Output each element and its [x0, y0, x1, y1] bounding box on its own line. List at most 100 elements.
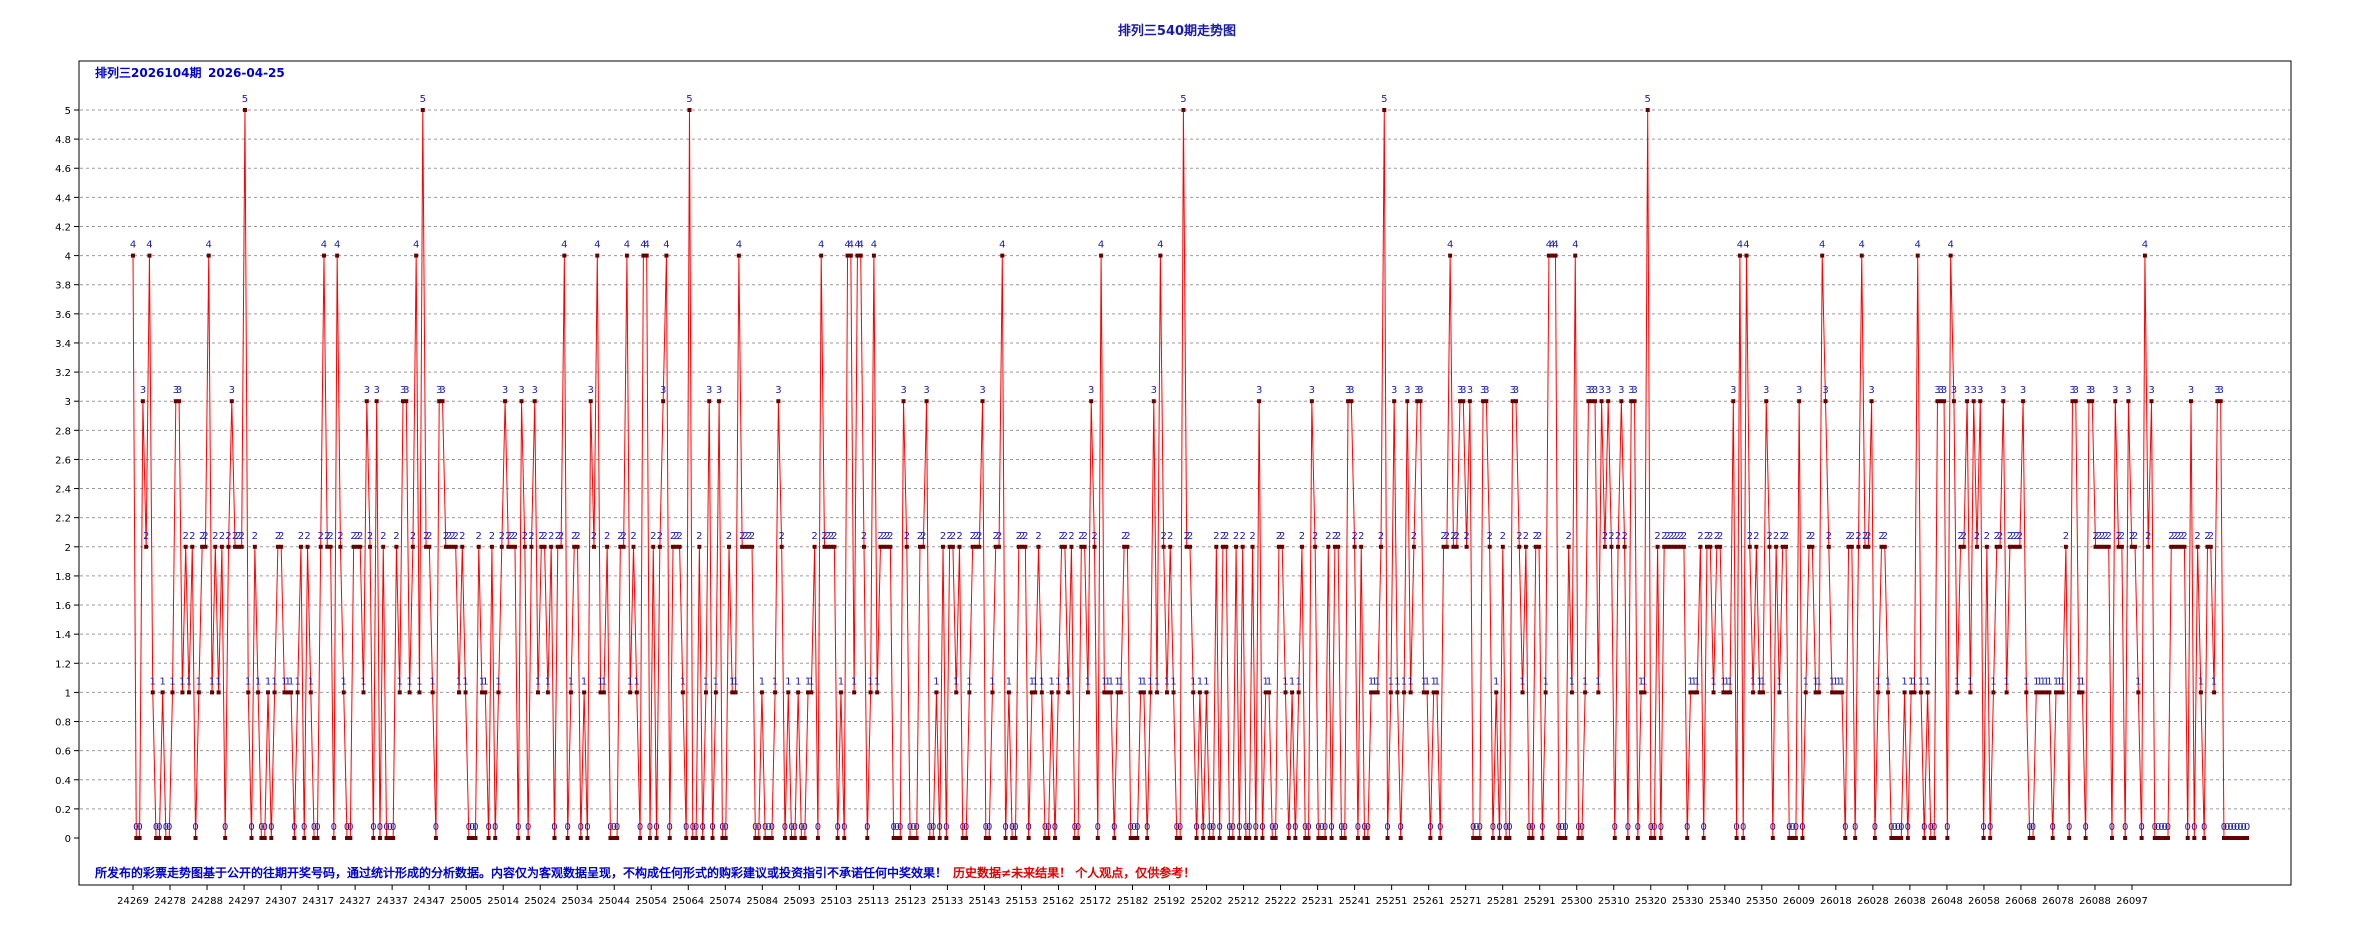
y-tick-label: 4.6: [55, 164, 71, 175]
data-label: 0: [258, 822, 264, 833]
data-label: 4: [1572, 240, 1578, 251]
data-point: [249, 836, 254, 840]
data-point: [1494, 690, 1499, 695]
data-point: [2090, 399, 2095, 404]
data-point: [1820, 253, 1825, 258]
data-label: 3: [1391, 385, 1397, 396]
data-point: [575, 544, 580, 549]
data-label: 1: [1263, 676, 1269, 687]
x-tick-label: 25172: [1080, 896, 1112, 907]
data-label: 1: [159, 676, 165, 687]
data-point: [565, 836, 570, 840]
data-point: [1003, 836, 1008, 840]
data-label: 1: [1569, 676, 1575, 687]
data-point: [157, 836, 162, 840]
data-point: [776, 399, 781, 404]
data-point: [2136, 690, 2141, 695]
data-label: 0: [1789, 822, 1795, 833]
data-label: 0: [347, 822, 353, 833]
data-point: [1052, 836, 1057, 840]
data-label: 0: [2165, 822, 2171, 833]
data-label: 0: [1384, 822, 1390, 833]
data-point: [1227, 836, 1232, 840]
data-point: [1504, 836, 1509, 840]
data-point: [1978, 399, 1983, 404]
y-tick-label: 1.2: [55, 659, 71, 670]
data-label: 0: [802, 822, 808, 833]
data-point: [1431, 690, 1436, 695]
data-point: [845, 253, 850, 258]
data-point: [1737, 253, 1742, 258]
data-label: 0: [1526, 822, 1532, 833]
data-point: [1836, 690, 1841, 695]
data-point: [1695, 690, 1700, 695]
data-label: 4: [624, 240, 630, 251]
x-tick-label: 26048: [1931, 896, 1963, 907]
data-label: 3: [1796, 385, 1802, 396]
data-label: 0: [1042, 822, 1048, 833]
data-label: 0: [1427, 822, 1433, 833]
x-tick-label: 25054: [635, 896, 667, 907]
data-point: [914, 836, 919, 840]
data-label: 1: [1039, 676, 1045, 687]
data-label: 0: [2224, 822, 2230, 833]
data-label: 0: [1128, 822, 1134, 833]
data-point: [621, 544, 626, 549]
data-label: 1: [729, 676, 735, 687]
data-point: [1839, 690, 1844, 695]
data-label: 0: [930, 822, 936, 833]
data-label: 2: [522, 531, 528, 542]
data-label: 0: [2231, 822, 2237, 833]
data-label: 2: [676, 531, 682, 542]
data-point: [595, 253, 600, 258]
data-label: 2: [604, 531, 610, 542]
data-label: 3: [1951, 385, 1957, 396]
data-point: [1039, 690, 1044, 695]
x-tick-label: 25231: [1302, 896, 1334, 907]
data-point: [2208, 544, 2213, 549]
data-label: 3: [2125, 385, 2131, 396]
data-point: [1323, 836, 1328, 840]
data-label: 0: [301, 822, 307, 833]
data-point: [950, 544, 955, 549]
data-label: 2: [1358, 531, 1364, 542]
data-point: [219, 544, 224, 549]
data-point: [1658, 836, 1663, 840]
data-label: 2: [453, 531, 459, 542]
data-label: 1: [1901, 676, 1907, 687]
data-label: 1: [1885, 676, 1891, 687]
data-label: 0: [1398, 822, 1404, 833]
data-label: 0: [291, 822, 297, 833]
data-label: 2: [505, 531, 511, 542]
data-label: 4: [999, 240, 1005, 251]
data-label: 0: [1872, 822, 1878, 833]
data-point: [1197, 690, 1202, 695]
data-point: [2149, 399, 2154, 404]
data-point: [1602, 544, 1607, 549]
data-point: [1405, 399, 1410, 404]
data-point: [983, 836, 988, 840]
data-point: [1609, 544, 1614, 549]
data-label: 0: [1009, 822, 1015, 833]
data-point: [1942, 399, 1947, 404]
data-point: [2123, 836, 2128, 840]
data-point: [1043, 836, 1048, 840]
data-label: 2: [946, 531, 952, 542]
data-point: [1866, 544, 1871, 549]
x-tick-label: 25024: [524, 896, 556, 907]
data-point: [272, 690, 277, 695]
data-point: [1688, 690, 1693, 695]
data-label: 0: [864, 822, 870, 833]
data-label: 2: [541, 531, 547, 542]
data-point: [1629, 399, 1634, 404]
data-point: [1882, 544, 1887, 549]
data-point: [1309, 399, 1314, 404]
data-point: [552, 836, 557, 840]
data-point: [1863, 544, 1868, 549]
data-point: [1293, 836, 1298, 840]
data-label: 0: [525, 822, 531, 833]
data-label: 0: [2152, 822, 2158, 833]
data-label: 1: [245, 676, 251, 687]
data-label: 4: [1947, 240, 1953, 251]
data-point: [789, 836, 794, 840]
